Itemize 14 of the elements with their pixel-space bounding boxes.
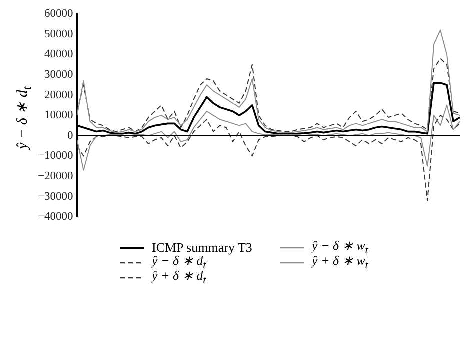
y-tick-label: −20000 — [38, 170, 74, 182]
y-tick-label: 60000 — [44, 8, 74, 20]
y-tick-label: −40000 — [38, 211, 74, 224]
line-series — [76, 115, 460, 202]
y-tick-label: 30000 — [44, 68, 74, 81]
y-tick-label: 10000 — [44, 110, 74, 122]
legend-label: ICMP summary T3 — [152, 240, 252, 256]
line-series — [76, 58, 460, 132]
y-tick-label: 50000 — [44, 28, 74, 40]
y-tick-label: −10000 — [38, 150, 74, 162]
y-tick-label: 40000 — [44, 48, 74, 61]
y-tick-label: 0 — [67, 130, 74, 142]
y-tick-label: 20000 — [44, 89, 74, 102]
y-tick-label: −30000 — [38, 190, 74, 203]
